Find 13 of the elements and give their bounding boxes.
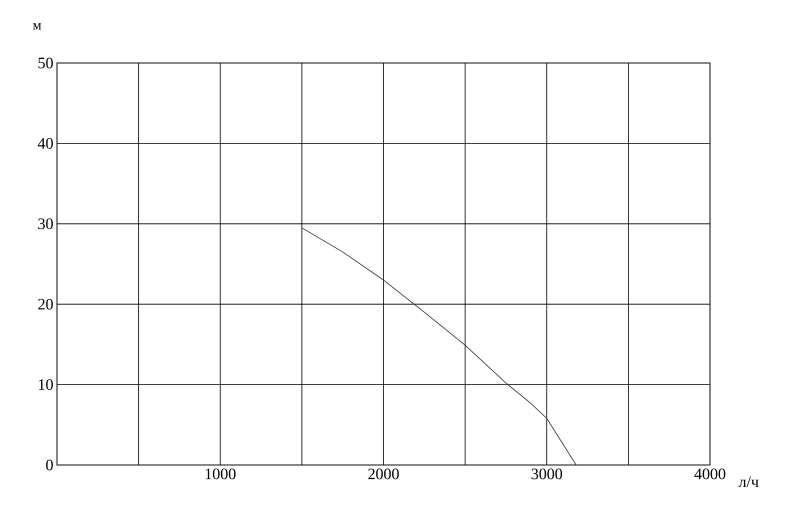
y-tick-label: 10 xyxy=(38,379,53,390)
x-axis-title: л/ч xyxy=(738,476,759,488)
y-axis-title: м xyxy=(32,23,42,30)
line-series xyxy=(301,227,577,465)
x-tick-label: 4000 xyxy=(694,468,726,480)
x-tick-label: 1000 xyxy=(206,468,236,480)
x-tick-label: 3000 xyxy=(532,468,562,480)
y-tick-label: 50 xyxy=(38,58,53,68)
y-tick-label: 40 xyxy=(38,138,53,149)
y-tick-label: 30 xyxy=(38,218,53,230)
x-tick-label: 2000 xyxy=(368,468,399,480)
y-tick-label: 0 xyxy=(46,460,53,470)
y-tick-label: 20 xyxy=(38,298,53,310)
